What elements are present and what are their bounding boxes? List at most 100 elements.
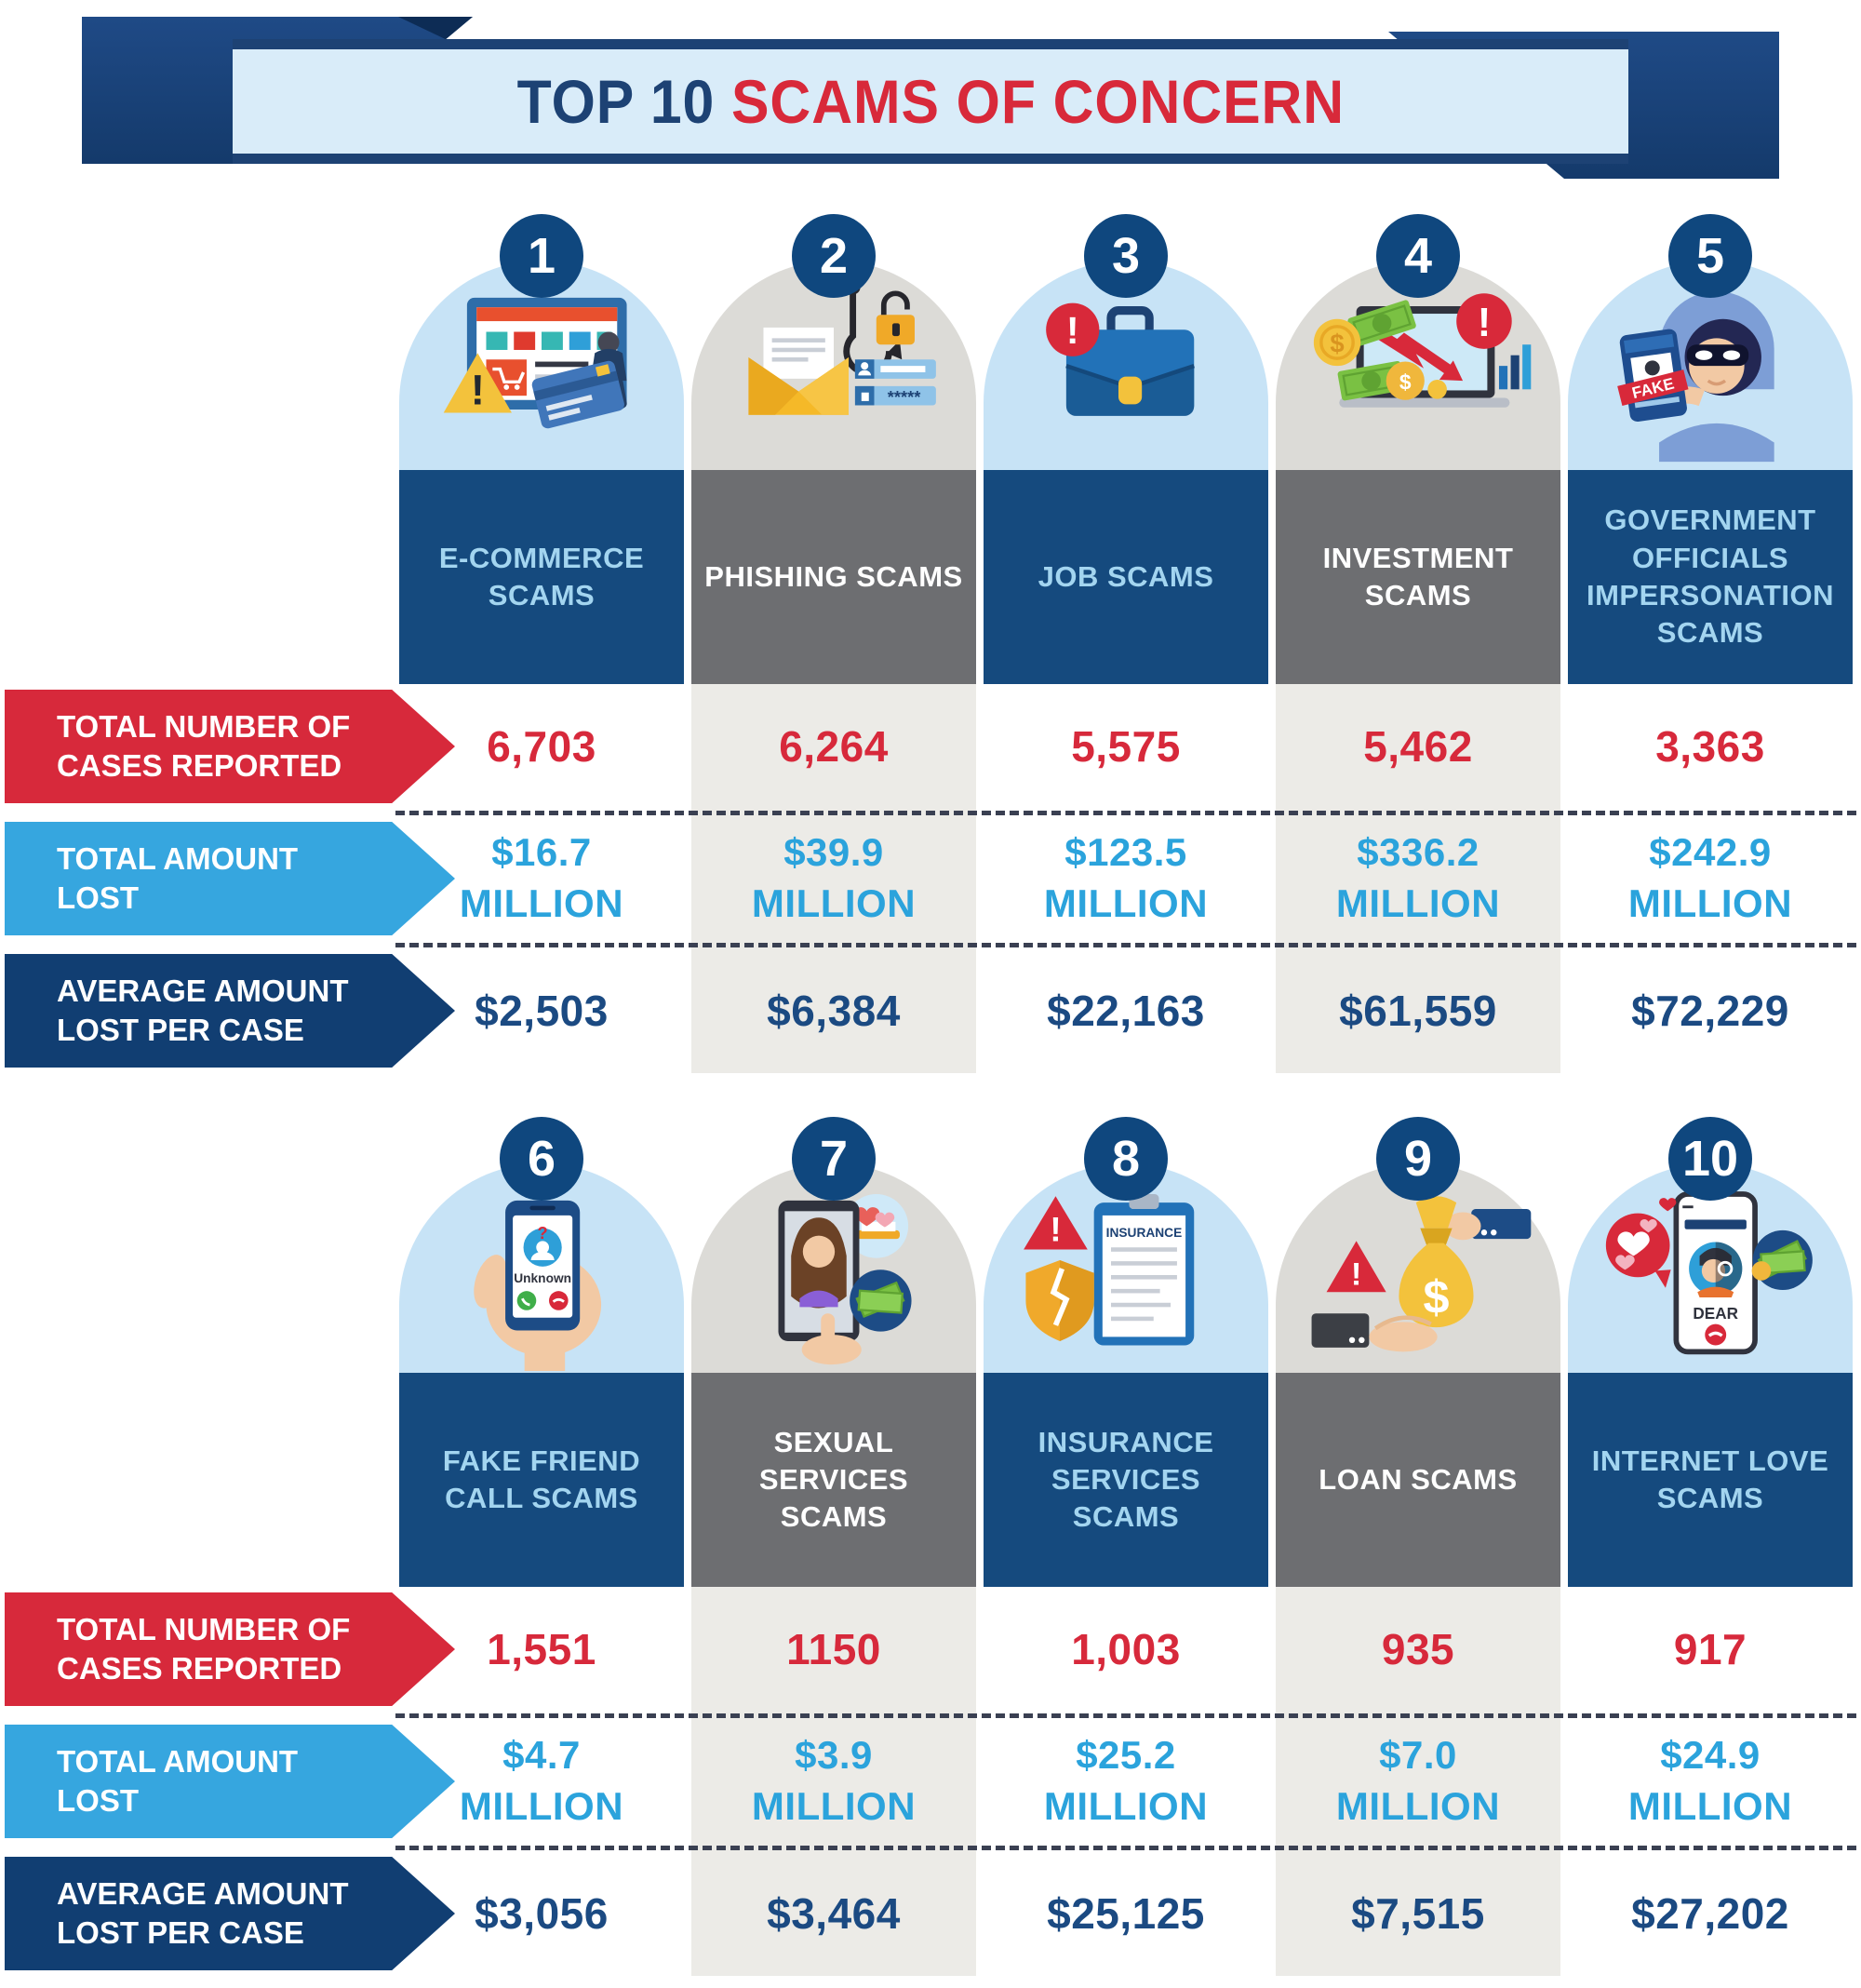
government-officials-impersonation-scams-icon: FAKE: [1617, 291, 1774, 463]
svg-text:$: $: [1399, 369, 1412, 394]
avg-lost-value: $3,056: [475, 1889, 609, 1938]
rank-badge: 10: [1668, 1117, 1752, 1201]
avg-lost-value: $27,202: [1631, 1889, 1789, 1938]
scams-6-10-section: 6 ? Unknown FAKE FRIEND CALL SCAMS: [5, 1103, 1856, 1976]
scam-dome: 10 DEAR: [1568, 1117, 1853, 1373]
row-label-total-cases: TOTAL NUMBER OF CASES REPORTED: [5, 1592, 455, 1706]
total-lost-amount: $24.9: [1660, 1733, 1761, 1778]
avg-lost-value: $3,464: [767, 1889, 901, 1938]
svg-text:!: !: [1050, 1210, 1061, 1248]
svg-text:INSURANCE: INSURANCE: [1106, 1226, 1183, 1240]
svg-text:Unknown: Unknown: [514, 1271, 571, 1285]
million-label: MILLION: [751, 1784, 917, 1828]
avg-lost-value: $6,384: [767, 987, 901, 1035]
investment-scams-icon: $ $ !: [1313, 293, 1532, 408]
scam-column-ecommerce: 1: [399, 200, 684, 684]
million-label: MILLION: [1335, 1784, 1501, 1828]
total-lost-value: $24.9 MILLION: [1564, 1719, 1856, 1844]
page-title-highlight: SCAMS OF CONCERN: [730, 67, 1345, 136]
total-lost-value: $123.5 MILLION: [980, 816, 1272, 941]
title-banner: TOP 10 SCAMS OF CONCERN: [0, 11, 1861, 179]
scam-name: SEXUAL SERVICES SCAMS: [691, 1373, 976, 1587]
scam-dome: 3 !: [984, 214, 1268, 470]
phishing-scams-icon: *****: [748, 279, 936, 415]
avg-lost-value: $61,559: [1339, 987, 1497, 1035]
total-lost-amount: $123.5: [1064, 830, 1187, 875]
scams-1-5-section: 1: [5, 200, 1856, 1073]
column-background-strip: [691, 684, 976, 1073]
dashed-divider: [395, 1713, 1856, 1718]
total-lost-amount: $3.9: [795, 1733, 873, 1778]
row-label-total-amount-lost: TOTAL AMOUNT LOST: [5, 822, 455, 935]
insurance-services-scams-icon: INSURANCE !: [1024, 1194, 1195, 1346]
million-label: MILLION: [1043, 1784, 1209, 1828]
scam-dome: 7: [691, 1117, 976, 1373]
row-label-average-amount-lost: AVERAGE AMOUNT LOST PER CASE: [5, 1857, 455, 1970]
scam-name: JOB SCAMS: [984, 470, 1268, 684]
million-label: MILLION: [1335, 881, 1501, 925]
cases-value: 917: [1673, 1625, 1747, 1673]
rank-badge: 4: [1376, 214, 1460, 298]
avg-lost-value: $25,125: [1047, 1889, 1205, 1938]
page-title-prefix: TOP 10: [516, 67, 731, 136]
scam-column-loan: 9 $ ! LOAN SCAMS: [1276, 1103, 1560, 1587]
million-label: MILLION: [1627, 1784, 1793, 1828]
cases-value: 935: [1381, 1625, 1455, 1673]
cases-value: 1,003: [1071, 1625, 1181, 1673]
cases-value: 1,551: [487, 1625, 596, 1673]
rank-badge: 7: [792, 1117, 876, 1201]
svg-text:!: !: [1066, 309, 1079, 352]
scam-dome: 4: [1276, 214, 1560, 470]
million-label: MILLION: [1043, 881, 1209, 925]
cases-value: 1150: [786, 1625, 881, 1673]
scam-name: INSURANCE SERVICES SCAMS: [984, 1373, 1268, 1587]
scam-name: INTERNET LOVE SCAMS: [1568, 1373, 1853, 1587]
total-lost-amount: $16.7: [491, 830, 592, 875]
avg-lost-value: $7,515: [1351, 1889, 1485, 1938]
scam-dome: 8 INSURANCE !: [984, 1117, 1268, 1373]
total-lost-value: $25.2 MILLION: [980, 1719, 1272, 1844]
scam-column-sexual-services: 7 SEXUAL SERVICES SCAMS: [691, 1103, 976, 1587]
scam-column-job: 3 ! JOB SCAMS: [984, 200, 1268, 684]
svg-text:!: !: [1351, 1256, 1361, 1292]
ecommerce-scams-icon: !: [443, 297, 627, 429]
total-lost-amount: $336.2: [1357, 830, 1479, 875]
svg-text:!: !: [1478, 301, 1491, 345]
scam-dome: 5: [1568, 214, 1853, 470]
scam-name: LOAN SCAMS: [1276, 1373, 1560, 1587]
avg-lost-value: $72,229: [1631, 987, 1789, 1035]
million-label: MILLION: [459, 881, 624, 925]
cases-value: 5,575: [1071, 722, 1181, 771]
column-background-strip: [691, 1587, 976, 1976]
scam-column-investment: 4: [1276, 200, 1560, 684]
column-background-strip: [1276, 684, 1560, 1073]
scam-dome: 6 ? Unknown: [399, 1117, 684, 1373]
svg-text:!: !: [471, 366, 485, 413]
dashed-divider: [395, 1845, 1856, 1850]
rank-badge: 9: [1376, 1117, 1460, 1201]
scam-dome: 9 $ !: [1276, 1117, 1560, 1373]
row-label-total-amount-lost: TOTAL AMOUNT LOST: [5, 1725, 455, 1838]
dashed-divider: [395, 942, 1856, 947]
rank-badge: 8: [1084, 1117, 1168, 1201]
total-lost-amount: $242.9: [1649, 830, 1772, 875]
total-lost-value: $336.2 MILLION: [1272, 816, 1564, 941]
scam-name: FAKE FRIEND CALL SCAMS: [399, 1373, 684, 1587]
million-label: MILLION: [459, 1784, 624, 1828]
total-lost-amount: $25.2: [1076, 1733, 1176, 1778]
column-background-strip: [1276, 1587, 1560, 1976]
total-lost-value: $3.9 MILLION: [688, 1719, 980, 1844]
total-lost-amount: $4.7: [502, 1733, 581, 1778]
scam-column-phishing: 2: [691, 200, 976, 684]
cases-value: 6,264: [779, 722, 889, 771]
avg-lost-value: $2,503: [475, 987, 609, 1035]
svg-text:?: ?: [538, 1223, 548, 1242]
total-lost-value: $4.7 MILLION: [395, 1719, 688, 1844]
cases-value: 6,703: [487, 722, 596, 771]
scam-dome: 1: [399, 214, 684, 470]
scam-column-internet-love: 10 DEAR: [1568, 1103, 1853, 1587]
total-lost-amount: $39.9: [783, 830, 884, 875]
total-lost-value: $7.0 MILLION: [1272, 1719, 1564, 1844]
scam-column-fake-friend-call: 6 ? Unknown FAKE FRIEND CALL SCAMS: [399, 1103, 684, 1587]
rank-badge: 5: [1668, 214, 1752, 298]
